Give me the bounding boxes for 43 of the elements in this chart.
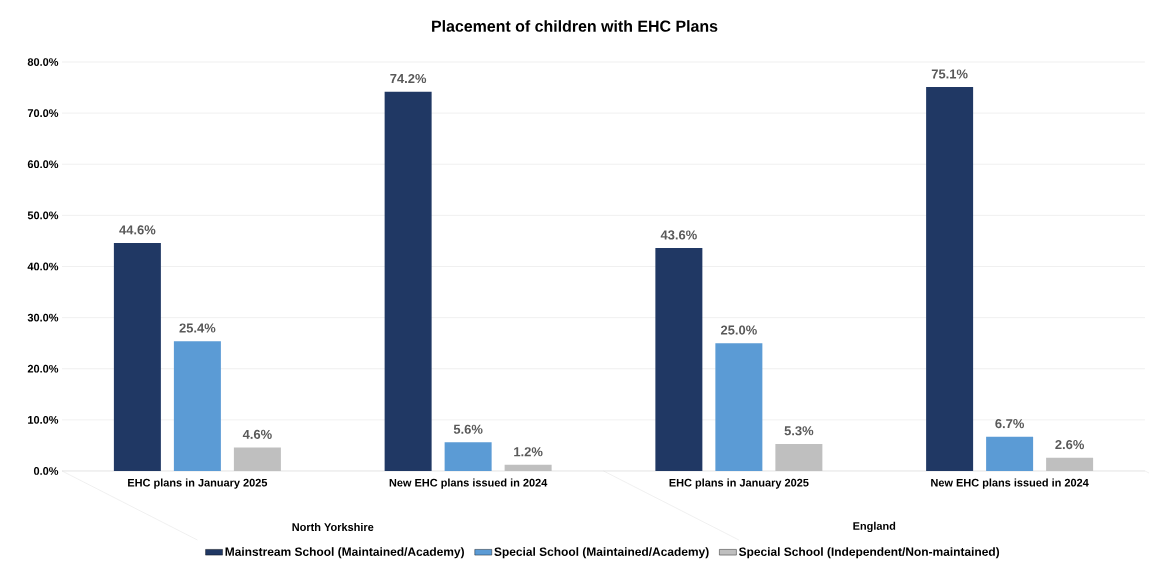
y-tick-label: 40.0%: [27, 262, 59, 271]
y-tick-label: 70.0%: [27, 109, 59, 117]
bar: [384, 91, 432, 471]
bar: [715, 343, 763, 471]
bar: [1046, 457, 1094, 471]
legend-label: Special School (Independent/Non-maintained): [738, 547, 1000, 559]
y-tick-label: 20.0%: [27, 364, 59, 373]
data-label: 74.2%: [390, 73, 427, 84]
text: England: [853, 521, 896, 533]
bar: [504, 464, 552, 471]
bar: [775, 443, 823, 471]
data-label: 75.1%: [931, 69, 968, 79]
y-tick-label: 10.0%: [28, 415, 59, 424]
y-tick-label: 60.0%: [27, 160, 59, 169]
data-label: 43.6%: [660, 230, 697, 240]
bar: [444, 442, 492, 471]
data-label: 5.6%: [453, 424, 483, 434]
chart-title: Placement of children with EHC Plans: [432, 20, 718, 32]
bar: [173, 341, 221, 471]
data-label: 2.6%: [1055, 440, 1085, 450]
x-tick-label: New EHC plans issued in 2024: [389, 478, 548, 489]
data-label: 5.3%: [784, 426, 814, 436]
legend-label: Mainstream School (Maintained/Academy): [225, 547, 464, 559]
bar: [986, 436, 1034, 471]
data-label: 25.4%: [179, 323, 216, 333]
bar: [926, 87, 974, 471]
y-tick-label: 30.0%: [27, 313, 59, 322]
x-tick-label: New EHC plans issued in 2024: [931, 478, 1089, 489]
bar: [655, 248, 703, 471]
bar: [233, 447, 281, 471]
data-label: 25.0%: [720, 325, 757, 335]
data-label: 6.7%: [995, 419, 1025, 429]
data-label: 1.2%: [514, 447, 543, 457]
bar: [113, 242, 161, 471]
y-tick-label: 0.0%: [33, 467, 59, 475]
text: North Yorkshire: [292, 522, 374, 532]
data-label: 4.6%: [242, 429, 272, 439]
data-label: 44.6%: [119, 225, 156, 235]
legend-label: Special School (Maintained/Academy): [494, 547, 709, 559]
y-tick-label: 80.0%: [27, 58, 59, 66]
x-tick-label: EHC plans in January 2025: [669, 478, 809, 489]
x-tick-label: EHC plans in January 2025: [128, 478, 268, 489]
y-tick-label: 50.0%: [27, 211, 59, 220]
